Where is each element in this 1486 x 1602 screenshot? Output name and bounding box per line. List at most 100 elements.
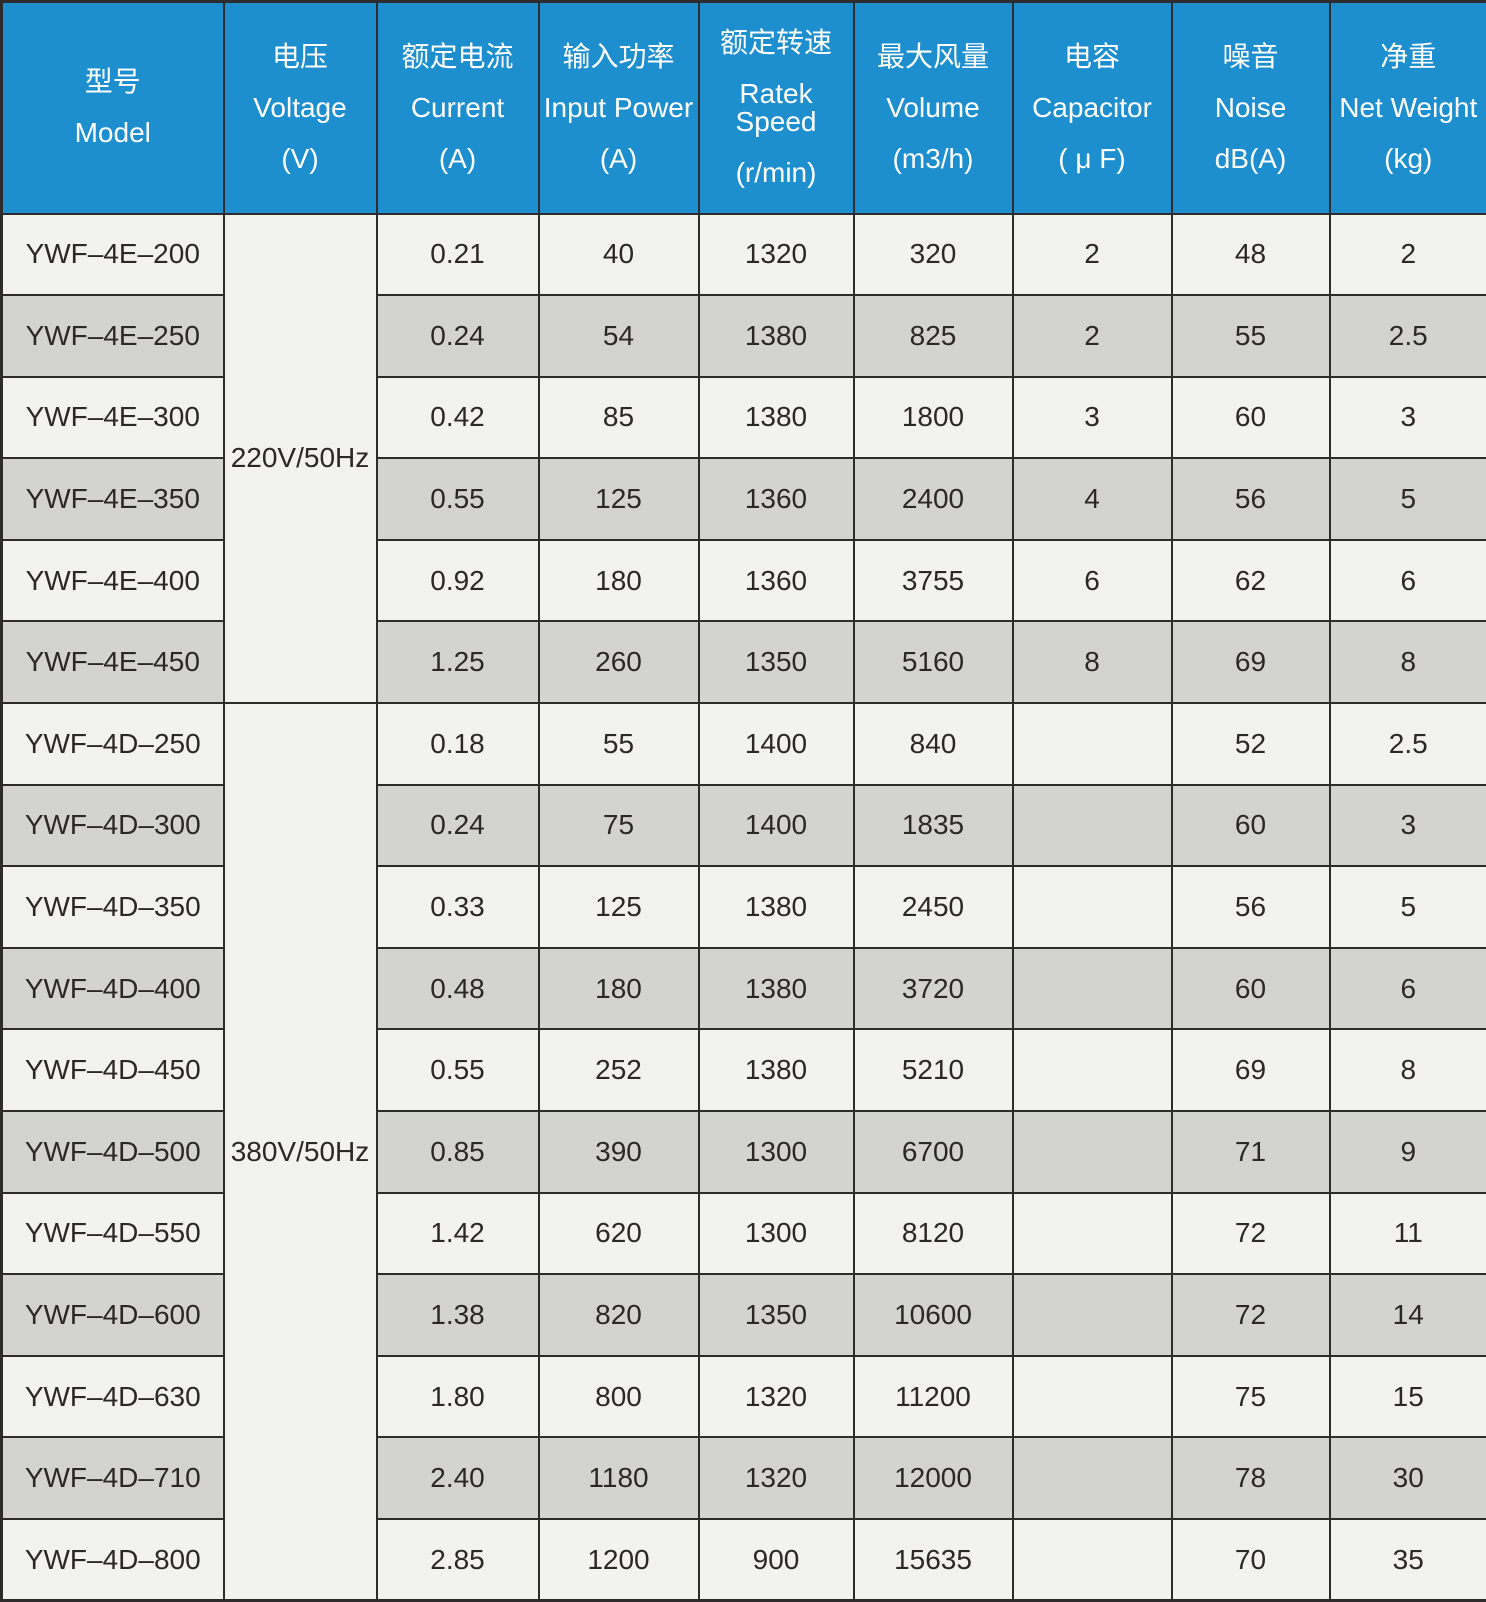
cell-power: 800 — [539, 1356, 699, 1438]
cell-volume: 2400 — [854, 458, 1013, 540]
cell-power: 260 — [539, 621, 699, 703]
cell-power: 85 — [539, 377, 699, 459]
cell-speed: 1360 — [699, 458, 854, 540]
cell-weight: 6 — [1330, 948, 1486, 1030]
cell-power: 125 — [539, 458, 699, 540]
cell-speed: 1400 — [699, 785, 854, 867]
cell-speed: 1380 — [699, 1029, 854, 1111]
cell-noise: 52 — [1172, 703, 1330, 785]
cell-current: 1.25 — [377, 621, 539, 703]
cell-volume: 5210 — [854, 1029, 1013, 1111]
header-model-zh: 型号 — [85, 68, 141, 96]
cell-current: 0.24 — [377, 295, 539, 377]
cell-noise: 56 — [1172, 458, 1330, 540]
cell-volume: 6700 — [854, 1111, 1013, 1193]
cell-model: YWF–4D–800 — [2, 1519, 224, 1601]
cell-volume: 3720 — [854, 948, 1013, 1030]
header-speed-unit: (r/min) — [736, 159, 817, 187]
cell-capacitor: 8 — [1013, 621, 1172, 703]
cell-capacitor — [1013, 785, 1172, 867]
cell-noise: 69 — [1172, 1029, 1330, 1111]
cell-current: 2.85 — [377, 1519, 539, 1601]
cell-model: YWF–4E–350 — [2, 458, 224, 540]
header-capacitor-zh: 电容 — [1064, 43, 1120, 71]
cell-capacitor — [1013, 1437, 1172, 1519]
cell-model: YWF–4E–300 — [2, 377, 224, 459]
cell-noise: 69 — [1172, 621, 1330, 703]
cell-current: 2.40 — [377, 1437, 539, 1519]
cell-capacitor: 3 — [1013, 377, 1172, 459]
cell-speed: 1380 — [699, 948, 854, 1030]
header-speed-en: Ratek Speed — [700, 80, 853, 136]
cell-speed: 1320 — [699, 1356, 854, 1438]
cell-capacitor — [1013, 1029, 1172, 1111]
cell-noise: 62 — [1172, 540, 1330, 622]
cell-weight: 5 — [1330, 458, 1486, 540]
cell-capacitor — [1013, 703, 1172, 785]
cell-current: 0.18 — [377, 703, 539, 785]
cell-current: 1.42 — [377, 1193, 539, 1275]
header-model-en: Model — [75, 119, 151, 147]
cell-volume: 5160 — [854, 621, 1013, 703]
cell-power: 55 — [539, 703, 699, 785]
header-capacitor-unit: ( μ F) — [1058, 145, 1125, 173]
cell-weight: 2 — [1330, 214, 1486, 296]
cell-model: YWF–4D–630 — [2, 1356, 224, 1438]
cell-power: 125 — [539, 866, 699, 948]
cell-volume: 11200 — [854, 1356, 1013, 1438]
cell-capacitor: 6 — [1013, 540, 1172, 622]
cell-power: 54 — [539, 295, 699, 377]
cell-volume: 1835 — [854, 785, 1013, 867]
cell-volume: 10600 — [854, 1274, 1013, 1356]
header-voltage-en: Voltage — [253, 94, 346, 122]
header-model: 型号 Model — [2, 2, 224, 214]
cell-weight: 9 — [1330, 1111, 1486, 1193]
cell-noise: 72 — [1172, 1274, 1330, 1356]
cell-weight: 30 — [1330, 1437, 1486, 1519]
cell-current: 1.38 — [377, 1274, 539, 1356]
cell-noise: 56 — [1172, 866, 1330, 948]
cell-capacitor — [1013, 1193, 1172, 1275]
cell-noise: 55 — [1172, 295, 1330, 377]
cell-capacitor: 2 — [1013, 295, 1172, 377]
header-current-zh: 额定电流 — [401, 43, 513, 71]
cell-volume: 825 — [854, 295, 1013, 377]
cell-model: YWF–4D–500 — [2, 1111, 224, 1193]
cell-speed: 1300 — [699, 1193, 854, 1275]
cell-model: YWF–4D–450 — [2, 1029, 224, 1111]
cell-speed: 1360 — [699, 540, 854, 622]
cell-model: YWF–4D–400 — [2, 948, 224, 1030]
cell-speed: 1400 — [699, 703, 854, 785]
header-weight-en: Net Weight — [1339, 94, 1477, 122]
cell-weight: 14 — [1330, 1274, 1486, 1356]
cell-speed: 1380 — [699, 866, 854, 948]
cell-voltage: 220V/50Hz — [224, 214, 377, 704]
cell-model: YWF–4E–200 — [2, 214, 224, 296]
cell-current: 0.85 — [377, 1111, 539, 1193]
cell-current: 0.55 — [377, 1029, 539, 1111]
cell-model: YWF–4E–250 — [2, 295, 224, 377]
cell-model: YWF–4E–450 — [2, 621, 224, 703]
cell-power: 390 — [539, 1111, 699, 1193]
cell-weight: 35 — [1330, 1519, 1486, 1601]
cell-power: 820 — [539, 1274, 699, 1356]
cell-volume: 12000 — [854, 1437, 1013, 1519]
cell-capacitor: 4 — [1013, 458, 1172, 540]
cell-speed: 1320 — [699, 1437, 854, 1519]
cell-current: 0.42 — [377, 377, 539, 459]
header-noise-zh: 噪音 — [1222, 43, 1278, 71]
header-volume-en: Volume — [886, 94, 979, 122]
cell-weight: 6 — [1330, 540, 1486, 622]
cell-capacitor — [1013, 866, 1172, 948]
header-current-en: Current — [411, 94, 504, 122]
header-current-unit: (A) — [439, 145, 476, 173]
cell-noise: 78 — [1172, 1437, 1330, 1519]
